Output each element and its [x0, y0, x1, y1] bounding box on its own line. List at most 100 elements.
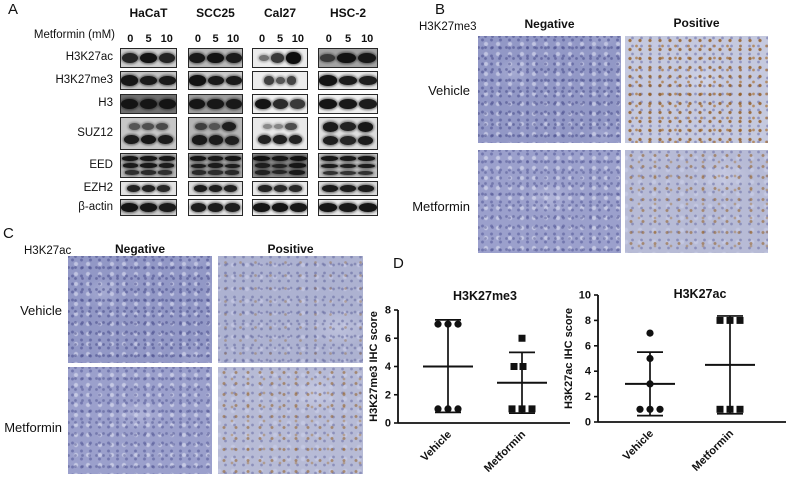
svg-text:0: 0 [385, 418, 391, 430]
blot-band [322, 135, 339, 146]
blot-band [225, 156, 241, 162]
blot-band [190, 156, 206, 162]
svg-text:2: 2 [385, 389, 391, 401]
blot-band [158, 134, 173, 145]
blot-band [253, 203, 270, 212]
blot-band [140, 163, 157, 169]
blot-band [128, 122, 141, 130]
blot-band [271, 203, 289, 212]
blot-band [124, 134, 139, 145]
blot-band [340, 135, 356, 145]
svg-text:Vehicle: Vehicle [621, 428, 656, 463]
blot-band [272, 170, 288, 175]
ihc-image-b-metformin-negative [478, 150, 621, 253]
blot-band [142, 122, 155, 130]
blot-band [357, 52, 376, 64]
svg-text:6: 6 [585, 340, 591, 352]
blot-band [286, 52, 301, 64]
blot-band [274, 123, 284, 130]
protein-label-1: H3K27me3 [55, 73, 113, 86]
dose-value: 5 [212, 33, 219, 45]
blot-band [122, 53, 138, 63]
dose-value: 10 [291, 33, 305, 45]
blot-band [208, 135, 223, 145]
blot-band [140, 75, 158, 86]
blot-band [263, 123, 273, 129]
svg-text:H3K27ac IHC score: H3K27ac IHC score [563, 308, 575, 409]
blot-band [122, 163, 139, 169]
blot-hsc-2-row0 [318, 48, 378, 68]
panel-c-label: C [3, 225, 15, 242]
metformin-dose-label: Metformin (mM) [33, 29, 115, 41]
svg-text:6: 6 [385, 333, 391, 345]
blot-band [290, 99, 305, 109]
blot-band [337, 52, 356, 64]
blot-band [225, 163, 241, 168]
blot-band [275, 76, 285, 85]
blot-band [157, 170, 173, 175]
cell-line-header-scc25: SCC25 [196, 6, 235, 20]
svg-text:8: 8 [385, 305, 391, 317]
blot-cal27-row2 [252, 94, 308, 114]
blot-cal27-row1 [252, 71, 308, 90]
blot-cal27-row6 [252, 199, 308, 216]
blot-band [339, 75, 358, 86]
blot-band [288, 185, 302, 192]
blot-scc25-row2 [188, 94, 243, 114]
blot-band [285, 122, 297, 131]
blot-band [320, 53, 336, 63]
blot-band [209, 184, 223, 193]
blot-band [225, 75, 242, 86]
blot-band [193, 184, 208, 193]
blot-band [359, 75, 377, 86]
dose-value: 5 [145, 33, 152, 45]
blot-cal27-row3 [252, 117, 308, 150]
ihc-image-b-metformin-positive [625, 150, 768, 253]
blot-hacat-row3 [120, 117, 177, 150]
blot-band [158, 163, 175, 169]
dose-value: 10 [361, 33, 374, 45]
blot-hacat-row0 [120, 48, 177, 68]
blot-band [272, 163, 288, 168]
blot-band [224, 135, 239, 145]
blot-band [340, 122, 356, 132]
svg-text:4: 4 [385, 361, 392, 373]
blot-scc25-row0 [188, 48, 243, 68]
blot-scc25-row3 [188, 117, 243, 150]
chart-h3k27me3-ihc-score: 0 2 4 6 8 H3K27me3 H3K27me3 IHC score Vehicle Me… [368, 289, 570, 475]
blot-band [189, 98, 206, 110]
blot-band [263, 76, 274, 85]
blot-band [273, 99, 289, 109]
blot-band [255, 170, 271, 175]
ihc-image-c-metformin-positive [218, 367, 363, 474]
blot-band [319, 203, 338, 212]
blot-band [339, 98, 358, 110]
svg-text:10: 10 [579, 290, 591, 302]
blot-band [208, 203, 224, 212]
cell-line-header-hacat: HaCaT [129, 6, 168, 20]
blot-hacat-row1 [120, 71, 177, 90]
blot-band [192, 170, 207, 175]
panel-b-vehicle-label: Vehicle [428, 83, 470, 98]
blot-band [339, 203, 357, 212]
protein-label-4: EED [89, 158, 113, 171]
blot-band [156, 122, 169, 130]
blot-band [124, 170, 140, 175]
protein-label-0: H3K27ac [65, 51, 113, 63]
blot-band [192, 135, 207, 145]
blot-band [121, 203, 139, 212]
ihc-image-c-vehicle-negative [68, 256, 212, 363]
blot-band [122, 156, 139, 162]
blot-band [290, 203, 307, 212]
blot-hsc-2-row2 [318, 94, 378, 114]
blot-band [191, 203, 207, 212]
blot-band [141, 170, 156, 175]
dose-value: 5 [344, 33, 352, 45]
blot-band [259, 54, 270, 62]
blot-band [140, 203, 158, 212]
blot-band [319, 98, 338, 110]
blot-band [289, 170, 305, 175]
blot-band [319, 75, 338, 86]
blot-band [158, 98, 176, 110]
